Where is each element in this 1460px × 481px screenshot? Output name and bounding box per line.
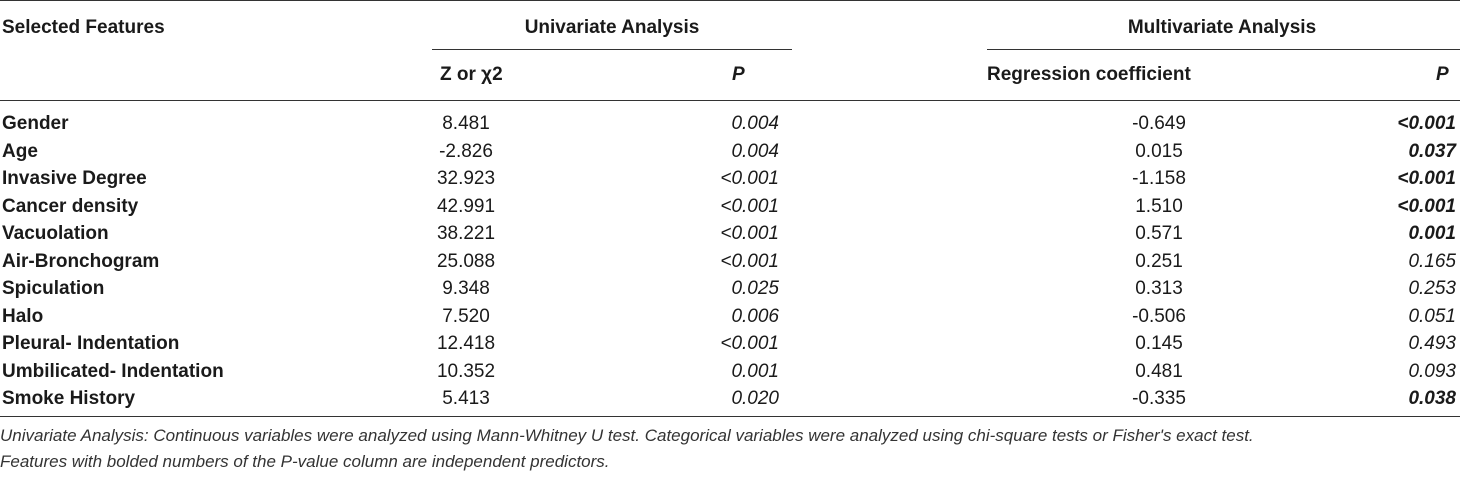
cell-p-multivariate: <0.001	[1397, 113, 1456, 134]
top-rule	[0, 0, 1460, 1]
cell-z-chi2: 8.481	[442, 113, 490, 134]
cell-p-univariate: <0.001	[720, 250, 779, 272]
cell-p-multivariate: <0.001	[1397, 195, 1456, 217]
table-row: Gender 8.481 0.004 -0.649 <0.001	[0, 113, 1460, 140]
table-row: Invasive Degree 32.923 <0.001 -1.158 <0.001	[0, 168, 1460, 195]
cell-z-chi2: 7.520	[442, 305, 490, 327]
cell-z-chi2: 38.221	[436, 223, 496, 244]
cell-z-chi2: 32.923	[436, 168, 496, 189]
cell-z-chi2: 25.088	[436, 250, 496, 272]
table-row: Smoke History 5.413 0.020 -0.335 0.038	[0, 388, 1460, 415]
table-row: Air-Bronchogram 25.088 <0.001 0.251 0.165	[0, 251, 1460, 278]
cell-z-chi2: 5.413	[442, 388, 490, 409]
table-row: Vacuolation 38.221 <0.001 0.571 0.001	[0, 223, 1460, 250]
cell-p-univariate: 0.004	[731, 113, 779, 134]
header-rule	[0, 100, 1460, 101]
cell-feature: Spiculation	[2, 278, 105, 299]
cell-feature: Cancer density	[2, 195, 139, 217]
cell-regression-coefficient: 0.571	[1135, 223, 1183, 244]
cell-feature: Smoke History	[2, 388, 136, 409]
header-regression-coefficient: Regression coefficient	[987, 64, 1191, 85]
cell-feature: Age	[2, 140, 38, 162]
cell-feature: Pleural- Indentation	[2, 333, 180, 354]
cell-p-multivariate: 0.093	[1408, 360, 1456, 382]
cell-regression-coefficient: 0.015	[1135, 140, 1183, 162]
cell-p-univariate: 0.001	[731, 360, 779, 382]
cell-regression-coefficient: -0.649	[1132, 113, 1186, 134]
footnote-2: Features with bolded numbers of the P-va…	[0, 452, 610, 471]
header-univariate: Univariate Analysis	[524, 17, 700, 38]
table-row: Umbilicated- Indentation 10.352 0.001 0.481…	[0, 361, 1460, 388]
cell-feature: Vacuolation	[2, 223, 109, 244]
header-p-univariate: P	[732, 64, 745, 85]
bottom-rule	[0, 416, 1460, 417]
cell-feature: Halo	[2, 305, 44, 327]
table-row: Cancer density 42.991 <0.001 1.510 <0.001	[0, 196, 1460, 223]
table-row: Spiculation 9.348 0.025 0.313 0.253	[0, 278, 1460, 305]
cell-feature: Invasive Degree	[2, 168, 147, 189]
footnote-1: Univariate Analysis: Continuous variable…	[0, 426, 1254, 445]
cell-p-multivariate: 0.253	[1408, 278, 1456, 299]
cell-p-univariate: 0.025	[731, 278, 779, 299]
cell-p-multivariate: 0.038	[1408, 388, 1456, 409]
cell-p-multivariate: 0.165	[1408, 250, 1456, 272]
cell-z-chi2: 9.348	[442, 278, 490, 299]
cell-p-multivariate: 0.001	[1408, 223, 1456, 244]
table-row: Pleural- Indentation 12.418 <0.001 0.145 0.4…	[0, 333, 1460, 360]
cell-z-chi2: 42.991	[436, 195, 496, 217]
header-p-multivariate: P	[1436, 64, 1449, 85]
cell-regression-coefficient: 1.510	[1135, 195, 1183, 217]
cell-p-univariate: <0.001	[720, 333, 779, 354]
cell-p-univariate: 0.004	[731, 140, 779, 162]
univariate-underline	[432, 49, 792, 50]
cell-p-univariate: 0.006	[731, 305, 779, 327]
header-multivariate: Multivariate Analysis	[1127, 17, 1317, 38]
cell-feature: Gender	[2, 113, 69, 134]
cell-p-univariate: <0.001	[720, 168, 779, 189]
header-selected-features: Selected Features	[2, 17, 165, 38]
cell-regression-coefficient: -0.506	[1132, 305, 1186, 327]
header-z-chi2: Z or χ2	[440, 64, 503, 85]
table-row: Age -2.826 0.004 0.015 0.037	[0, 141, 1460, 168]
cell-z-chi2: 12.418	[436, 333, 496, 354]
cell-regression-coefficient: -1.158	[1132, 168, 1186, 189]
cell-p-univariate: <0.001	[720, 195, 779, 217]
cell-p-univariate: 0.020	[731, 388, 779, 409]
cell-p-univariate: <0.001	[720, 223, 779, 244]
cell-z-chi2: 10.352	[436, 360, 496, 382]
table-row: Halo 7.520 0.006 -0.506 0.051	[0, 306, 1460, 333]
cell-regression-coefficient: 0.313	[1135, 278, 1183, 299]
cell-regression-coefficient: 0.145	[1135, 333, 1183, 354]
cell-p-multivariate: <0.001	[1397, 168, 1456, 189]
cell-regression-coefficient: 0.481	[1135, 360, 1183, 382]
multivariate-underline	[987, 49, 1460, 50]
cell-z-chi2: -2.826	[439, 140, 493, 162]
cell-regression-coefficient: 0.251	[1135, 250, 1183, 272]
cell-p-multivariate: 0.051	[1408, 305, 1456, 327]
cell-p-multivariate: 0.037	[1408, 140, 1456, 162]
cell-p-multivariate: 0.493	[1408, 333, 1456, 354]
cell-feature: Umbilicated- Indentation	[2, 360, 224, 382]
cell-feature: Air-Bronchogram	[2, 250, 160, 272]
cell-regression-coefficient: -0.335	[1132, 388, 1186, 409]
